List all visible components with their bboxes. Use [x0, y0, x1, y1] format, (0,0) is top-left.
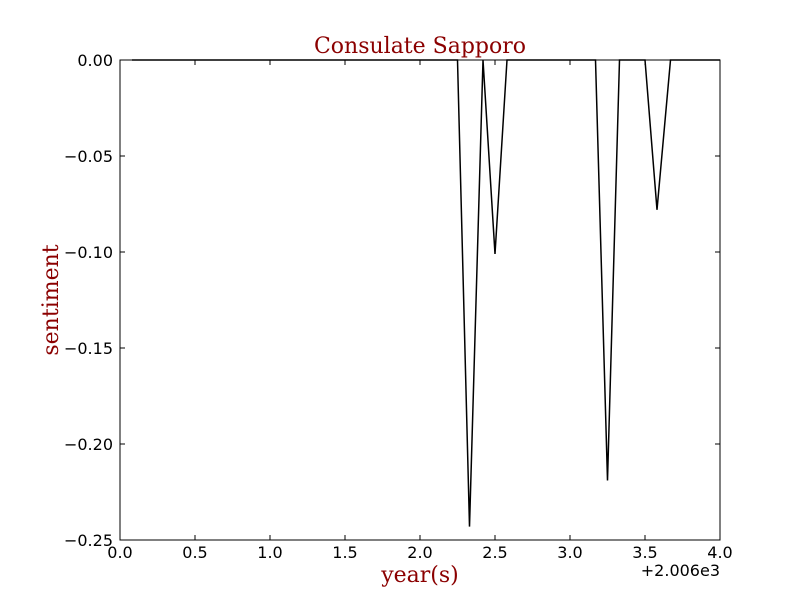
y-tick-label: −0.05: [64, 147, 113, 166]
y-axis-label: sentiment: [39, 244, 64, 355]
x-tick-label: 4.0: [707, 543, 732, 562]
series-line-0: [132, 59, 720, 527]
x-tick-label: 1.0: [257, 543, 282, 562]
line-layer: [132, 59, 720, 527]
x-tick-label: 3.5: [632, 543, 657, 562]
x-tick-label: 1.5: [332, 543, 357, 562]
y-tick-label: −0.10: [64, 243, 113, 262]
x-tick-label: 0.5: [182, 543, 207, 562]
chart-title: Consulate Sapporo: [314, 34, 526, 59]
tick-layer: 0.0 0.5 1.0 1.5 2.0 2.5 3.0 3.5 4.0 0.00 −0.05 −0.1…: [64, 51, 733, 562]
x-tick-label: 0.0: [107, 543, 132, 562]
plot-frame: [119, 59, 721, 541]
y-tick-label: −0.25: [64, 531, 113, 550]
x-tick-label: 2.5: [482, 543, 507, 562]
y-tick-label: 0.00: [77, 51, 113, 70]
y-tick-label: −0.20: [64, 435, 113, 454]
x-tick-label: 3.0: [557, 543, 582, 562]
x-tick-label: 2.0: [407, 543, 432, 562]
x-offset-label: +2.006e3: [641, 561, 720, 580]
x-axis-label: year(s): [380, 563, 459, 588]
y-tick-label: −0.15: [64, 339, 113, 358]
